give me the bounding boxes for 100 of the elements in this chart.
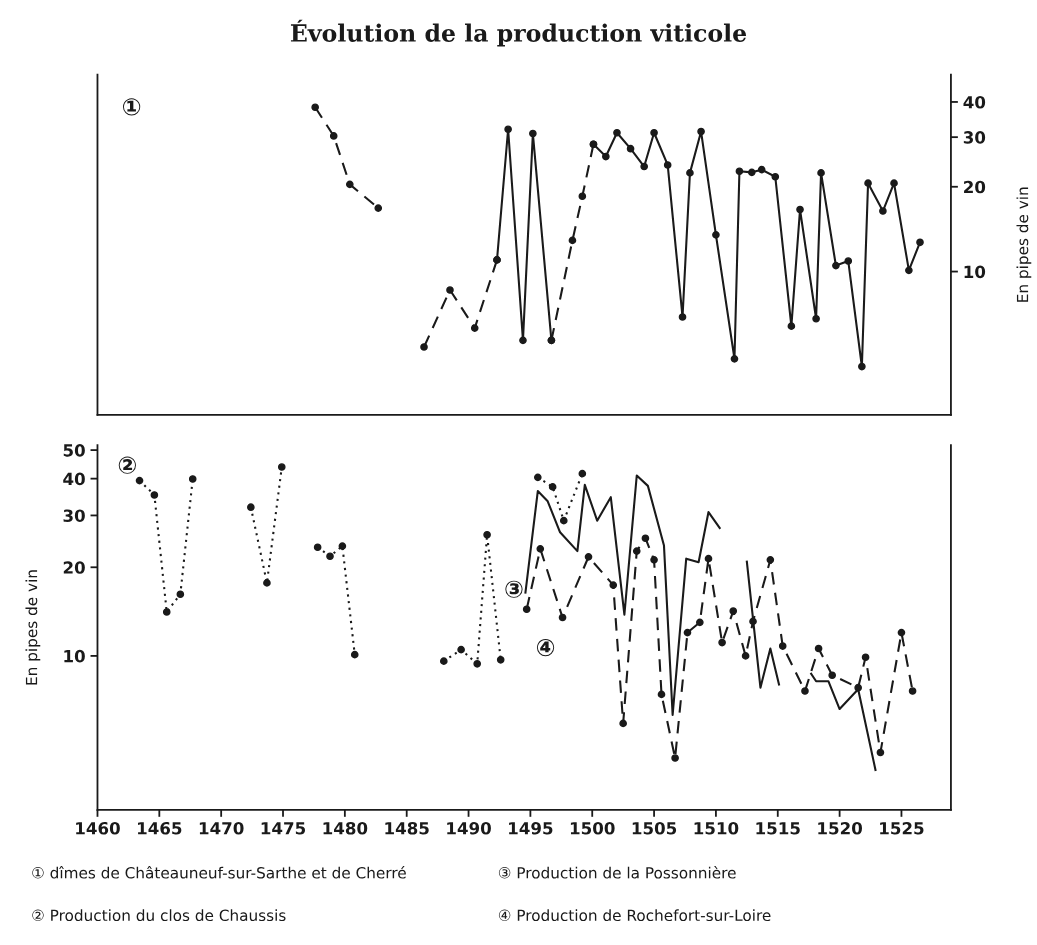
x-tick-label: 1490 [447, 821, 491, 835]
point [729, 607, 738, 615]
point [626, 144, 635, 153]
point [678, 313, 687, 321]
point [529, 129, 537, 138]
point [263, 579, 271, 587]
point [135, 476, 144, 485]
point [374, 204, 383, 212]
y-tick-label: 30 [963, 131, 986, 144]
point [345, 180, 354, 189]
point [730, 355, 739, 363]
point [796, 205, 804, 214]
point [916, 238, 924, 247]
point [496, 655, 505, 664]
x-tick-label: 1525 [880, 821, 924, 835]
point [683, 628, 692, 637]
point [446, 286, 454, 294]
point [712, 231, 720, 239]
point [696, 618, 704, 627]
y-axis-title: En pipes de vin [25, 570, 41, 685]
annotation: ③ [505, 580, 523, 598]
point [568, 236, 577, 245]
point [578, 469, 587, 478]
point [329, 132, 338, 140]
x-tick-label: 1515 [756, 822, 800, 835]
point [578, 192, 587, 201]
x-tick-label: 1475 [261, 822, 306, 835]
point [718, 638, 726, 647]
point [747, 168, 756, 177]
x-tick-label: 1505 [632, 821, 677, 835]
point [609, 581, 618, 589]
point [536, 545, 545, 553]
point [640, 162, 649, 171]
point [558, 613, 567, 622]
text: ④ Production de Rochefort-sur-Loire [498, 909, 771, 922]
point [879, 207, 887, 215]
point [814, 644, 823, 653]
x-tick-label: 1510 [694, 821, 739, 835]
y-tick-label: 40 [63, 472, 85, 486]
annotation: ④ [536, 639, 555, 657]
point [858, 362, 866, 371]
point [150, 491, 159, 499]
y-tick-label: 20 [63, 561, 85, 574]
y-axis-title: En pipes de vin [1016, 187, 1032, 302]
point [326, 552, 334, 561]
point [890, 179, 898, 187]
y-tick-label: 40 [963, 95, 986, 109]
point [584, 553, 593, 561]
point [844, 257, 853, 265]
point [697, 127, 705, 136]
chart-title: Évolution de la production viticole [290, 19, 747, 47]
point [350, 650, 359, 659]
point [771, 172, 780, 181]
point [817, 169, 825, 177]
point [741, 652, 750, 660]
point [905, 266, 913, 275]
point [483, 530, 491, 539]
point [787, 322, 796, 330]
x-tick-label: 1485 [385, 821, 429, 835]
point [470, 324, 479, 332]
point [176, 590, 185, 599]
point [277, 463, 286, 471]
point [650, 128, 658, 137]
point [504, 125, 512, 134]
point [828, 671, 837, 680]
point [602, 152, 610, 161]
point [559, 516, 568, 525]
x-tick-label: 1470 [199, 821, 244, 835]
point [801, 687, 809, 695]
point [650, 556, 658, 564]
x-tick-label: 1520 [818, 821, 863, 835]
annotation: ② [118, 456, 136, 474]
point [439, 657, 448, 665]
point [735, 167, 744, 176]
point [522, 605, 531, 614]
point [749, 617, 757, 626]
point [519, 336, 527, 345]
point [861, 653, 870, 662]
point [686, 169, 694, 177]
point [778, 642, 787, 650]
point [897, 628, 906, 637]
x-tick-label: 1460 [76, 821, 120, 835]
point [313, 543, 322, 552]
x-tick-label: 1465 [138, 821, 182, 835]
point [908, 687, 917, 695]
point [619, 719, 627, 728]
point [657, 690, 666, 699]
annotation: ① [123, 98, 141, 116]
point [854, 683, 862, 692]
text: ③ Production de la Possonnière [498, 866, 736, 879]
point [812, 314, 820, 323]
point [188, 475, 197, 483]
x-tick-label: 1500 [570, 821, 615, 835]
y-tick-label: 30 [63, 509, 85, 522]
text: ② Production du clos de Chaussis [32, 909, 286, 922]
y-tick-label: 10 [64, 649, 85, 663]
point [247, 503, 255, 511]
point [671, 754, 679, 762]
x-tick-label: 1480 [323, 821, 368, 835]
point [473, 660, 482, 668]
